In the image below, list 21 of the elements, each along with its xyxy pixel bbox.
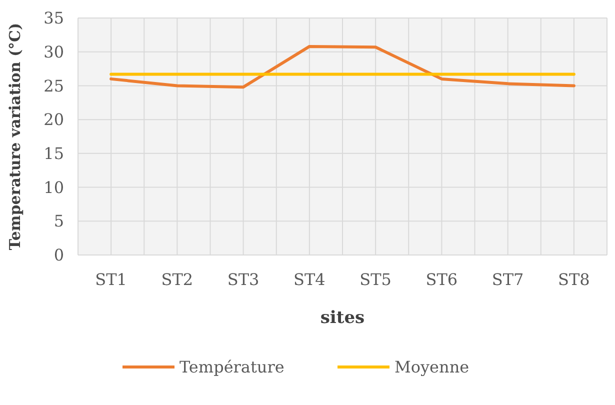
x-tick-label: ST1 — [95, 270, 127, 289]
x-tick-label: ST7 — [492, 270, 524, 289]
y-tick-label: 35 — [44, 8, 64, 28]
legend-label: Température — [180, 358, 284, 377]
y-tick-label: 25 — [44, 76, 64, 96]
x-tick-label: ST2 — [161, 270, 194, 289]
x-tick-label: ST5 — [360, 270, 392, 289]
y-tick-label: 10 — [44, 178, 64, 197]
y-axis-title: Temperature variation (°C) — [6, 22, 24, 250]
x-tick-label: ST3 — [227, 270, 260, 289]
y-tick-label: 15 — [44, 144, 64, 164]
x-tick-label: ST8 — [558, 270, 590, 289]
legend-label: Moyenne — [394, 358, 470, 377]
line-series — [110, 44, 576, 89]
x-axis-title: sites — [320, 308, 365, 328]
y-tick-label: 5 — [54, 212, 64, 231]
y-tick-label: 0 — [54, 246, 64, 265]
y-tick-label: 30 — [44, 42, 64, 62]
y-tick-label: 20 — [44, 110, 64, 130]
x-tick-label: ST4 — [294, 270, 326, 289]
x-tick-label: ST6 — [426, 270, 458, 289]
